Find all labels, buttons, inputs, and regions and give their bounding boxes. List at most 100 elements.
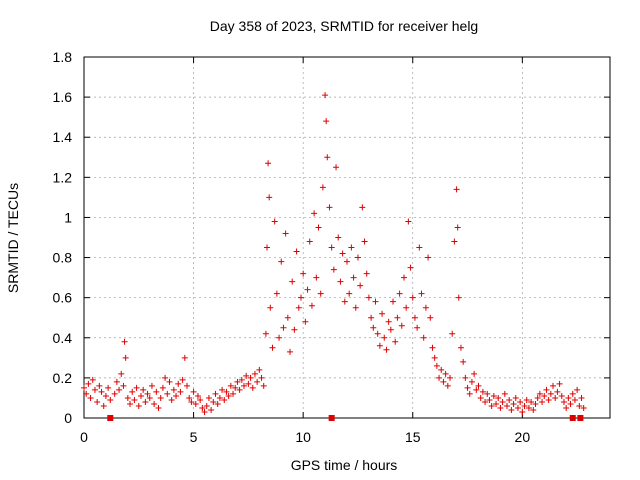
data-point (256, 366, 263, 373)
data-point (486, 396, 493, 403)
data-point (227, 382, 234, 389)
data-point (420, 334, 427, 341)
data-point (319, 184, 326, 191)
data-point (89, 376, 96, 383)
data-point (148, 382, 155, 389)
data-point (328, 244, 335, 251)
data-point (457, 344, 464, 351)
data-point (503, 402, 510, 409)
data-point (372, 298, 379, 305)
data-point (433, 362, 440, 369)
data-point (543, 386, 550, 393)
data-point (98, 388, 105, 395)
data-point (324, 154, 331, 161)
data-point (113, 378, 120, 385)
data-point (265, 160, 272, 167)
data-point (300, 270, 307, 277)
data-point (477, 394, 484, 401)
data-point (497, 404, 504, 411)
data-point (556, 380, 563, 387)
data-point (245, 380, 252, 387)
data-point (554, 388, 561, 395)
data-point (179, 376, 186, 383)
data-point (81, 384, 87, 391)
data-point (162, 374, 169, 381)
data-point (166, 378, 173, 385)
data-point (495, 394, 502, 401)
data-point (490, 392, 497, 399)
data-point (344, 258, 350, 265)
data-point (565, 394, 572, 401)
data-point (464, 384, 471, 391)
data-point (539, 398, 546, 405)
data-point (528, 398, 535, 405)
data-point (455, 294, 462, 301)
data-point (552, 394, 559, 401)
data-point (438, 366, 445, 373)
data-point (323, 118, 330, 125)
data-point (293, 248, 300, 255)
data-point (447, 374, 454, 381)
data-point (506, 396, 513, 403)
data-point (488, 402, 495, 409)
data-point (83, 390, 90, 397)
y-tick-label: 1.4 (53, 129, 73, 145)
data-point (91, 386, 98, 393)
data-point (567, 400, 574, 407)
data-point (164, 390, 171, 397)
data-point (302, 318, 309, 325)
data-point (168, 396, 175, 403)
data-point (429, 344, 436, 351)
data-point (405, 218, 412, 225)
data-point (341, 298, 348, 305)
data-point (473, 386, 480, 393)
data-point (484, 390, 491, 397)
data-point (276, 334, 283, 341)
data-point (350, 274, 357, 281)
data-point (124, 394, 131, 401)
data-point (131, 396, 138, 403)
data-point (339, 250, 346, 257)
data-point (289, 278, 296, 285)
data-point (194, 392, 201, 399)
data-point (170, 386, 177, 393)
y-tick-label: 0.2 (53, 370, 73, 386)
data-point (254, 378, 261, 385)
data-point (120, 382, 127, 389)
data-point (363, 270, 370, 277)
data-point (208, 406, 215, 413)
data-point (394, 314, 401, 321)
data-point (462, 374, 469, 381)
data-point (203, 402, 210, 409)
data-point (330, 266, 337, 273)
data-point (451, 238, 458, 245)
data-point (523, 396, 530, 403)
data-point (199, 404, 206, 411)
y-tick-label: 0 (64, 410, 72, 426)
data-point (266, 194, 273, 201)
data-point (151, 400, 158, 407)
data-point (530, 406, 537, 413)
data-point (381, 334, 388, 341)
data-point (153, 388, 160, 395)
data-point (580, 404, 587, 411)
data-point (532, 400, 539, 407)
data-point (431, 354, 438, 361)
x-tick-labels: 0 5 10 15 20 (80, 429, 530, 445)
data-point (127, 400, 134, 407)
data-point (262, 330, 269, 337)
data-point (260, 382, 267, 389)
data-point (137, 392, 144, 399)
data-point (390, 298, 397, 305)
data-point (400, 274, 407, 281)
data-point (223, 388, 230, 395)
baseline-marker (569, 415, 576, 421)
data-point (94, 398, 101, 405)
data-point (576, 402, 583, 409)
data-point (133, 384, 140, 391)
data-point (243, 372, 250, 379)
data-point (234, 378, 241, 385)
data-point (482, 398, 489, 405)
data-point (201, 408, 208, 415)
